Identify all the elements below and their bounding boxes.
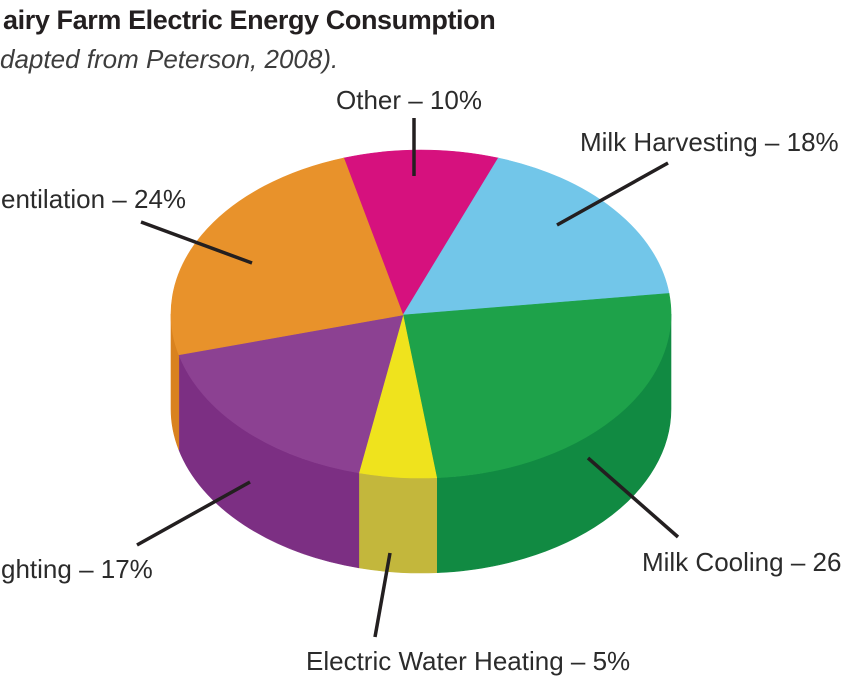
- pie-side-electric-water-heating: [358, 472, 437, 574]
- lighting-leader-line: [136, 480, 251, 547]
- electric-water-heating-leader-line: [373, 552, 392, 638]
- slice-label-milk-harvesting: Milk Harvesting – 18%: [580, 127, 839, 157]
- pie-slice-other: [343, 149, 499, 316]
- ventilation-leader-line: [140, 220, 253, 265]
- pie-slice-milk-harvesting: [402, 157, 670, 316]
- chart-title: airy Farm Electric Energy Consumption: [3, 5, 496, 35]
- pie-slice-ventilation: [170, 157, 404, 356]
- milk-cooling-leader-line: [586, 456, 680, 539]
- slice-label-milk-cooling: Milk Cooling – 26: [642, 547, 842, 577]
- slice-label-other: Other – 10%: [336, 85, 482, 115]
- milk-harvesting-leader-line: [556, 161, 669, 227]
- pie-slice-milk-cooling: [402, 293, 672, 478]
- chart-subtitle: dapted from Peterson, 2008).: [0, 44, 339, 74]
- pie-slice-lighting: [178, 314, 404, 474]
- slice-label-lighting: ghting – 17%: [1, 554, 153, 584]
- slice-label-electric-water-heating: Electric Water Heating – 5%: [306, 646, 631, 676]
- slice-label-ventilation: entilation – 24%: [1, 184, 187, 214]
